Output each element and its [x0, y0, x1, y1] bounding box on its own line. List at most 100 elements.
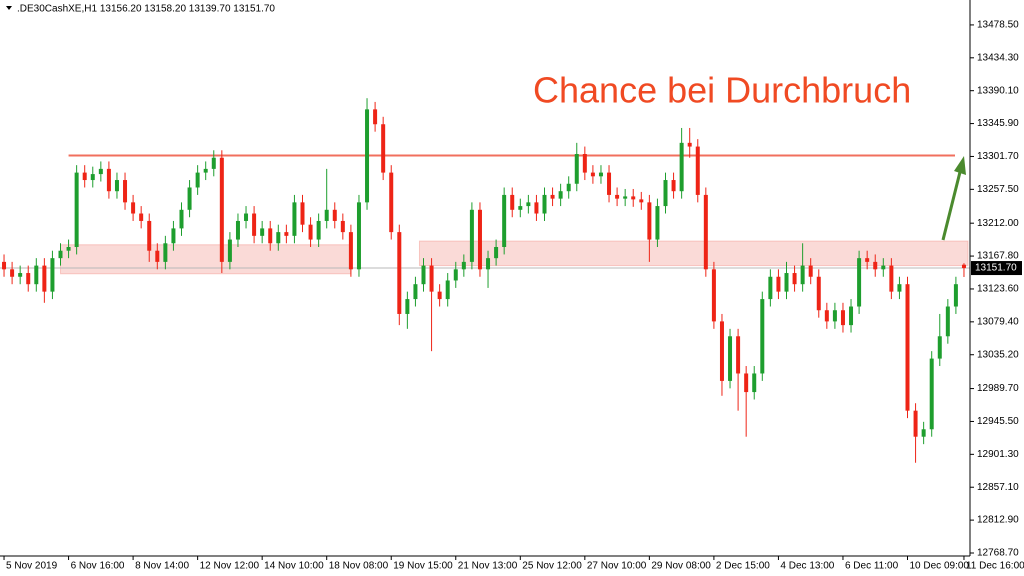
- candle-body: [131, 202, 136, 214]
- y-tick-label: 13212.00: [977, 218, 1019, 229]
- candle-body: [405, 299, 410, 314]
- candle-body: [542, 194, 547, 214]
- y-tick-label: 12768.70: [977, 548, 1019, 559]
- candle-body: [881, 265, 886, 270]
- candle-body: [90, 174, 95, 181]
- y-tick-label: 13301.70: [977, 151, 1019, 162]
- candle-body: [728, 336, 733, 381]
- candle-body: [744, 373, 749, 393]
- x-tick-label: 14 Nov 10:00: [264, 561, 324, 572]
- candle-body: [558, 191, 563, 199]
- support-zone: [60, 244, 352, 275]
- candle-body: [106, 168, 111, 192]
- candle-body: [356, 202, 361, 270]
- candle-body: [365, 109, 370, 203]
- x-tick-label: 29 Nov 08:00: [651, 561, 711, 572]
- candle-body: [752, 373, 757, 393]
- y-tick-label: 13035.20: [977, 349, 1019, 360]
- candle-body: [663, 180, 668, 207]
- candle-body: [179, 209, 184, 229]
- y-tick-label: 13167.80: [977, 251, 1019, 262]
- candle-body: [897, 284, 902, 292]
- candle-body: [832, 310, 837, 322]
- arrow-head: [954, 156, 966, 175]
- candle-body: [469, 209, 474, 262]
- candle-body: [50, 258, 55, 292]
- candle-body: [550, 194, 555, 199]
- candle-body: [953, 284, 958, 307]
- candle-body: [284, 232, 289, 236]
- candle-body: [308, 224, 313, 240]
- x-tick-label: 2 Dec 15:00: [716, 561, 770, 572]
- candle-body: [784, 273, 789, 292]
- x-tick-label: 10 Dec 09:00: [910, 561, 970, 572]
- y-tick-label: 13123.60: [977, 284, 1019, 295]
- candle-body: [332, 209, 337, 221]
- candles: [2, 98, 966, 463]
- candle-body: [615, 194, 620, 199]
- candle-body: [389, 172, 394, 233]
- menu-arrow[interactable]: [6, 6, 12, 10]
- candle-body: [453, 269, 458, 281]
- candle-body: [776, 276, 781, 292]
- candle-body: [195, 172, 200, 188]
- candle-body: [147, 220, 152, 251]
- candle-body: [292, 202, 297, 236]
- candle-body: [348, 232, 353, 270]
- y-tick-label: 12945.50: [977, 416, 1019, 427]
- candle-body: [865, 258, 870, 262]
- x-tick-label: 6 Dec 11:00: [845, 561, 899, 572]
- candle-body: [655, 206, 660, 240]
- candle-body: [413, 284, 418, 300]
- x-tick-label: 12 Nov 12:00: [200, 561, 260, 572]
- arrow-shaft: [941, 171, 962, 241]
- candle-body: [760, 299, 765, 374]
- candle-body: [913, 410, 918, 437]
- x-tick-label: 21 Nov 13:00: [458, 561, 518, 572]
- candle-body: [139, 213, 144, 221]
- annotation: Chance bei Durchbruch: [533, 70, 911, 111]
- candle-body: [639, 199, 644, 203]
- candle-body: [889, 265, 894, 292]
- candle-body: [2, 261, 7, 270]
- candle-body: [945, 306, 950, 337]
- y-tick-label: 13390.10: [977, 85, 1019, 96]
- candle-body: [155, 250, 160, 262]
- candle-body: [792, 273, 797, 285]
- candle-body: [800, 265, 805, 285]
- candle-body: [42, 265, 47, 292]
- candle-body: [123, 180, 128, 203]
- candle-body: [437, 291, 442, 300]
- candle-body: [808, 265, 813, 277]
- candle-body: [187, 187, 192, 210]
- candle-body: [937, 336, 942, 359]
- candle-body: [252, 213, 257, 236]
- candle-body: [58, 250, 63, 259]
- support-zone: [418, 240, 969, 267]
- y-tick-label: 12857.10: [977, 482, 1019, 493]
- candle-body: [340, 220, 345, 233]
- candle-body: [316, 220, 321, 240]
- candle-body: [857, 258, 862, 307]
- candle-body: [824, 310, 829, 322]
- candle-body: [671, 180, 676, 192]
- candle-body: [518, 206, 523, 210]
- price-tag: [971, 261, 1022, 276]
- candle-body: [582, 154, 587, 173]
- candle-body: [816, 276, 821, 311]
- x-tick-label: 8 Nov 14:00: [135, 561, 189, 572]
- y-tick-label: 12812.90: [977, 515, 1019, 526]
- x-tick-label: 4 Dec 13:00: [780, 561, 834, 572]
- candle-body: [203, 168, 208, 173]
- candle-body: [74, 172, 79, 247]
- candle-body: [929, 358, 934, 430]
- candle-body: [461, 261, 466, 270]
- candle-body: [477, 209, 482, 270]
- candle-body: [421, 265, 426, 285]
- candle-body: [921, 429, 926, 437]
- candle-body: [227, 239, 232, 262]
- candle-body: [18, 273, 23, 277]
- candle-body: [211, 157, 216, 169]
